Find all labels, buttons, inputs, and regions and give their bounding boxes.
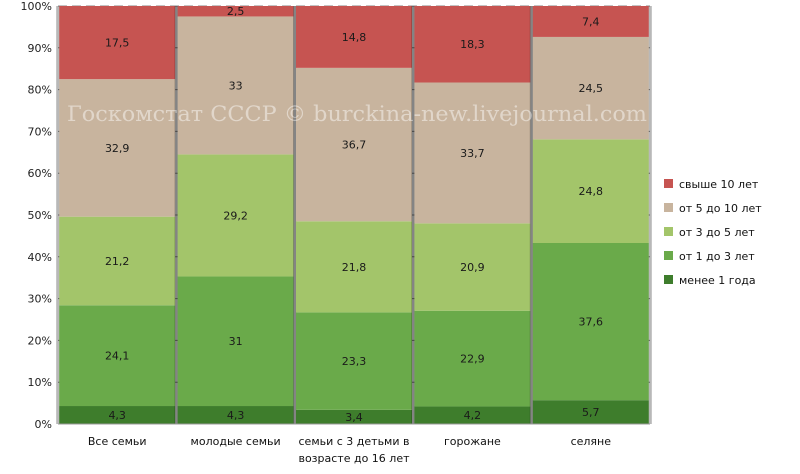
data-label: 36,7 [342,139,367,152]
bar-segment [296,67,412,222]
bar-segment [59,305,176,407]
bar-segment [177,6,294,17]
bar-segment [532,36,649,140]
data-label: 21,8 [342,261,367,274]
legend-swatch [664,179,673,188]
data-label: 18,3 [460,38,485,51]
data-label: 4,3 [227,409,245,422]
y-tick-label: 80% [28,84,52,97]
y-tick-label: 30% [28,293,52,306]
data-label: 24,5 [579,82,604,95]
bar-segment [177,406,294,424]
y-tick-label: 50% [28,209,52,222]
data-label: 23,3 [342,355,367,368]
bar-segment [296,221,412,313]
bar-shadow [174,6,178,424]
category-label: Все семьи [88,435,147,448]
bar-segment [532,400,649,424]
data-label: 4,3 [108,409,126,422]
category-label: семьи с 3 детьми в [299,435,410,448]
data-label: 24,1 [105,350,130,363]
bar-segment [414,406,531,424]
bar-segment [414,6,531,83]
y-tick-label: 10% [28,376,52,389]
data-label: 5,7 [582,406,600,419]
legend: свыше 10 лет от 5 до 10 лет от 3 до 5 лет о… [664,178,762,287]
bar-segment [414,223,531,311]
legend-label: от 3 до 5 лет [679,226,755,239]
bar-segment [59,216,176,306]
bar-shadow [411,6,415,424]
y-tick-label: 20% [28,334,52,347]
data-label: 33,7 [460,147,485,160]
bars [56,6,652,424]
x-axis: Все семьи молодые семьи семьи с 3 детьми в… [58,423,650,465]
y-tick-label: 100% [21,0,52,13]
legend-label: менее 1 года [679,274,756,287]
y-tick-label: 40% [28,251,52,264]
y-axis: 0% 10% 20% 30% 40% 50% 60% 70% 80% 90% 100% [21,0,52,431]
bar-segment [177,276,294,407]
bar-segment [177,154,294,277]
data-label: 21,2 [105,255,130,268]
y-tick-label: 0% [35,418,52,431]
data-label: 32,9 [105,142,130,155]
bar-segment [59,6,176,80]
bar-segment [59,79,176,217]
bar-shadow [648,6,652,424]
bar-shadow [529,6,533,424]
bar-segment [296,312,412,410]
category-label: возрасте до 16 лет [298,452,410,465]
data-label: 29,2 [223,209,248,222]
data-label: 17,5 [105,37,130,50]
watermark-text: Госкомстат СССР © burckina-new.livejourn… [67,102,647,126]
bar-segment [532,6,649,37]
bar-shadow [56,6,60,424]
bar-shadow [530,6,534,424]
y-tick-label: 60% [28,167,52,180]
data-label: 33 [229,79,243,92]
bar-segment [414,82,531,224]
bar-segment [59,406,176,424]
legend-label: от 1 до 3 лет [679,250,755,263]
data-label: 7,4 [582,15,600,28]
bar-segment [532,139,649,244]
bar-shadow [293,6,296,424]
data-label: 37,6 [579,316,604,329]
legend-label: от 5 до 10 лет [679,202,762,215]
category-label: селяне [571,435,612,448]
data-label: 14,8 [342,31,367,44]
bar-segment [296,409,412,424]
data-label: 31 [229,335,243,348]
data-label: 24,8 [579,185,604,198]
category-label: горожане [444,435,501,448]
bar-segment [414,310,531,407]
legend-swatch [664,275,673,284]
data-label: 4,2 [464,409,482,422]
legend-swatch [664,203,673,212]
legend-swatch [664,251,673,260]
y-tick-label: 70% [28,125,52,138]
bar-segment [532,243,649,401]
bar-shadow [175,6,179,424]
y-tick-label: 90% [28,42,52,55]
data-label: 22,9 [460,353,485,366]
bar-segment [296,6,412,68]
bar-shadow [293,6,297,424]
data-label: 3,4 [345,411,363,424]
bar-segment [177,16,294,155]
data-label: 2,5 [227,5,245,18]
legend-swatch [664,227,673,236]
value-labels: 4,3 24,1 21,2 32,9 17,5 4,3 31 29,2 33 2,5 3,4 23,3… [105,5,603,424]
data-label: 20,9 [460,261,485,274]
legend-label: свыше 10 лет [679,178,759,191]
bar-shadow [412,6,415,424]
category-label: молодые семьи [191,435,281,448]
